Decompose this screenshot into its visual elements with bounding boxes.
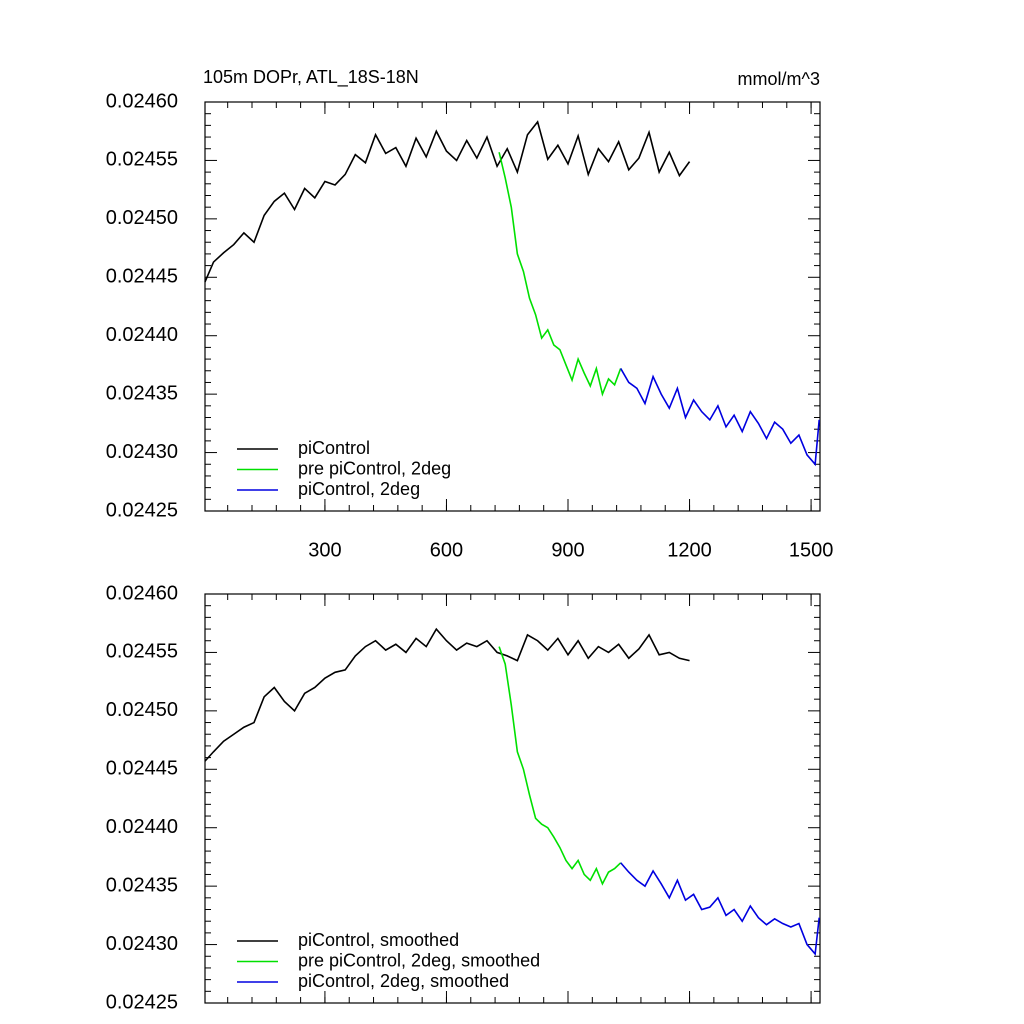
x-tick-label: 900 <box>551 539 584 561</box>
line-series <box>498 152 622 397</box>
y-tick-label: 0.02455 <box>106 149 178 171</box>
line-series <box>204 627 690 762</box>
y-tick-label: 0.02425 <box>106 991 178 1013</box>
y-tick-label: 0.02430 <box>106 933 178 955</box>
y-tick-label: 0.02450 <box>106 699 178 721</box>
x-tick-label: 1500 <box>789 539 834 561</box>
legend-label: piControl, 2deg <box>298 479 420 499</box>
line-series <box>204 120 691 283</box>
y-tick-label: 0.02445 <box>106 758 178 780</box>
x-tick-label: 600 <box>430 539 463 561</box>
y-tick-label: 0.02440 <box>106 816 178 838</box>
line-series <box>498 646 622 886</box>
legend-label: piControl, smoothed <box>298 930 459 950</box>
legend-label: piControl <box>298 438 370 458</box>
y-tick-label: 0.02440 <box>106 324 178 346</box>
y-tick-label: 0.02445 <box>106 266 178 288</box>
y-tick-label: 0.02460 <box>106 90 178 112</box>
chart-title: 105m DOPr, ATL_18S-18N <box>203 67 419 88</box>
line-series <box>619 368 820 467</box>
y-tick-label: 0.02425 <box>106 499 178 521</box>
units-label: mmol/m^3 <box>738 69 820 89</box>
legend-label: pre piControl, 2deg <box>298 458 451 478</box>
y-tick-label: 0.02430 <box>106 441 178 463</box>
line-series <box>620 862 820 956</box>
legend-label: piControl, 2deg, smoothed <box>298 971 509 991</box>
y-tick-label: 0.02435 <box>106 874 178 896</box>
x-tick-label: 1200 <box>667 539 712 561</box>
y-tick-label: 0.02450 <box>106 207 178 229</box>
y-tick-label: 0.02455 <box>106 641 178 663</box>
y-tick-label: 0.02435 <box>106 382 178 404</box>
x-tick-label: 300 <box>308 539 341 561</box>
plot-frame <box>204 593 821 1004</box>
legend-label: pre piControl, 2deg, smoothed <box>298 950 540 970</box>
y-tick-label: 0.02460 <box>106 582 178 604</box>
plot-frame <box>204 101 821 512</box>
